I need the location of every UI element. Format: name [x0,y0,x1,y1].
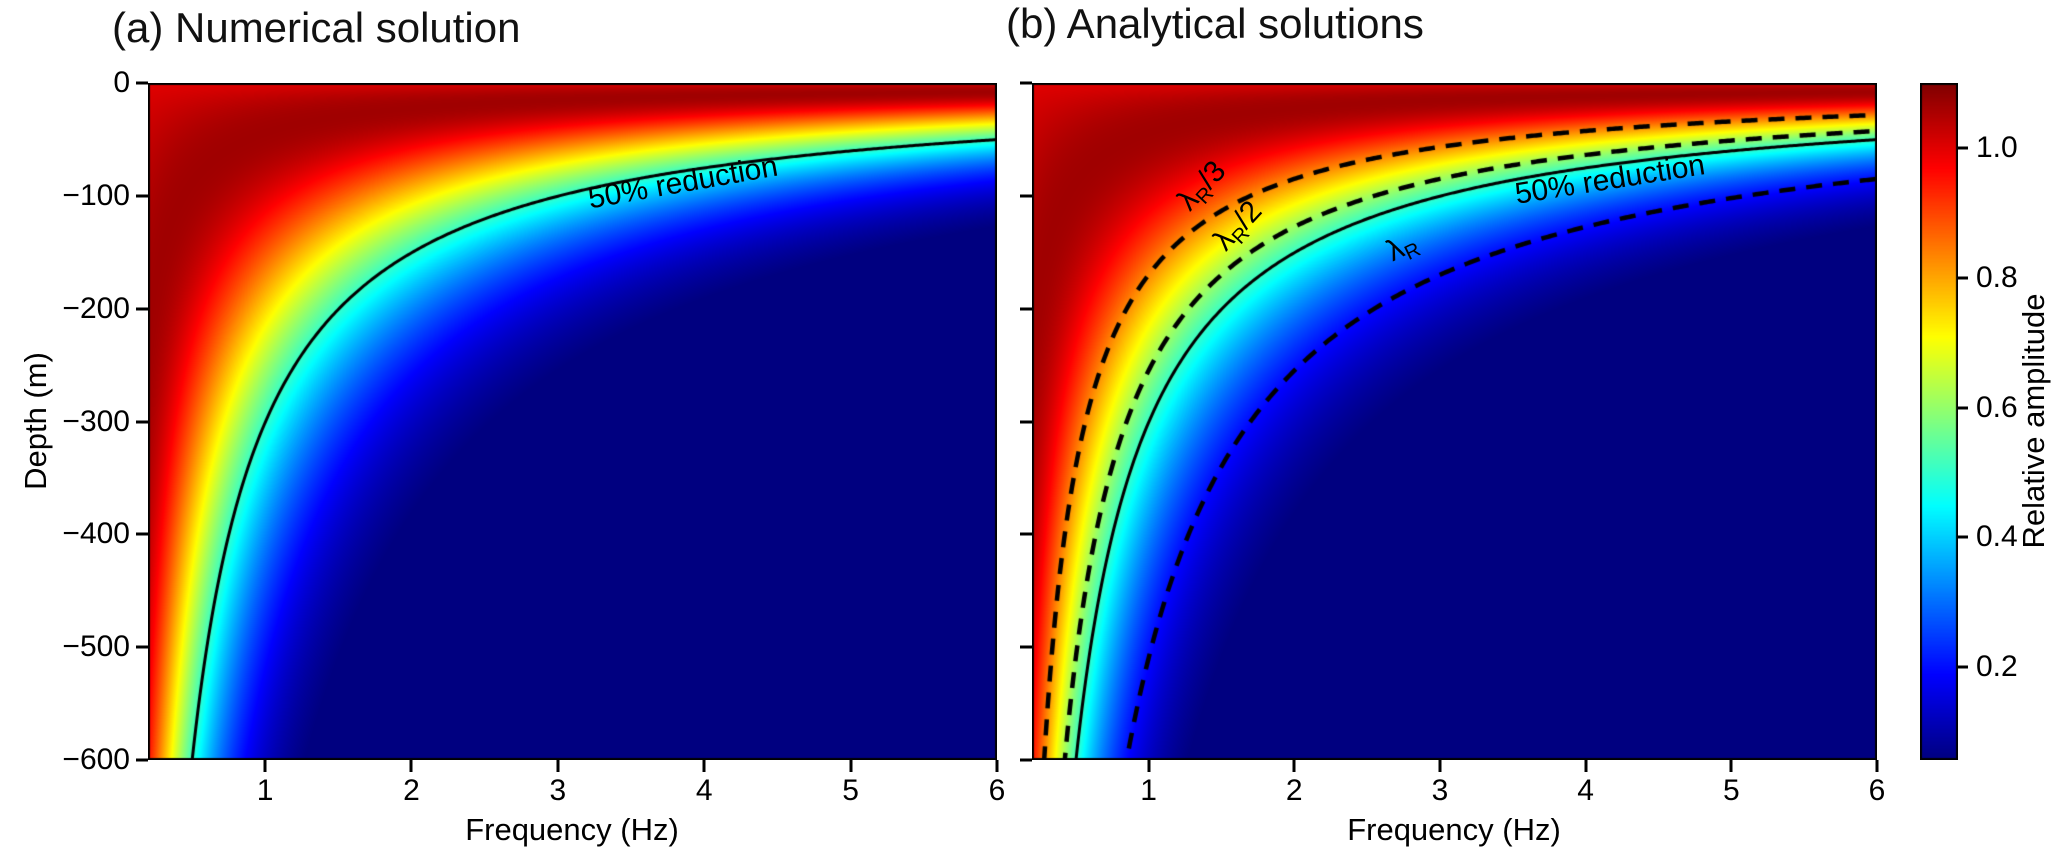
x-tick-label: 5 [1722,774,1740,807]
colorbar-tick-label: 0.6 [1976,390,2018,424]
colorbar-tick-mark [1958,665,1968,669]
colorbar-tick-mark [1958,535,1968,539]
colorbar-tick-label: 0.8 [1976,260,2018,294]
x-tick-mark [995,760,999,772]
y-tick-label: −100 [62,178,130,212]
y-tick-mark [136,194,148,198]
panel-a-xaxis-label: Frequency (Hz) [465,812,679,847]
x-tick-mark [1147,760,1151,772]
panel-b-title: (b) Analytical solutions [1006,0,1424,47]
colorbar [1920,83,1958,760]
x-tick-mark [702,760,706,772]
y-tick-mark [1020,758,1032,762]
x-tick-label: 6 [1868,774,1886,807]
x-tick-label: 4 [695,774,713,807]
x-tick-mark [263,760,267,772]
x-tick-label: 2 [403,774,420,807]
y-tick-label: −500 [62,630,130,664]
y-tick-mark [1020,194,1032,198]
x-tick-mark [1875,760,1879,772]
y-tick-mark [1020,532,1032,536]
y-tick-mark [136,420,148,423]
y-tick-mark [136,307,148,311]
panel-a-title: (a) Numerical solution [112,4,521,51]
colorbar-tick-label: 0.4 [1976,520,2018,554]
x-tick-mark [849,760,853,772]
y-tick-mark [1020,420,1032,423]
x-tick-mark [1438,760,1442,772]
y-tick-mark [136,532,148,536]
x-tick-mark [409,760,413,772]
y-tick-mark [136,645,148,649]
colorbar-tick-mark [1958,146,1968,150]
y-tick-mark [1020,645,1032,649]
x-tick-label: 1 [1140,774,1157,807]
y-tick-label: 0 [113,66,130,99]
x-tick-label: 3 [1431,774,1449,807]
panel-b-heatmap [1032,83,1877,760]
x-tick-mark [1729,760,1733,772]
colorbar-tick-mark [1958,406,1968,410]
x-tick-label: 2 [1285,774,1303,807]
x-tick-mark [1292,760,1296,772]
y-tick-mark [1020,307,1032,311]
panel-a-heatmap [148,83,997,760]
x-tick-mark [556,760,560,772]
x-tick-label: 6 [988,774,1006,807]
y-tick-mark [136,81,148,85]
y-tick-mark [1020,81,1032,85]
y-tick-label: −400 [62,517,130,551]
y-tick-mark [136,758,148,762]
x-tick-label: 4 [1577,774,1594,807]
panel-b-xaxis-label: Frequency (Hz) [1347,812,1561,847]
colorbar-tick-mark [1958,276,1968,280]
x-tick-mark [1584,760,1588,772]
y-tick-label: −600 [62,743,130,776]
colorbar-tick-label: 1.0 [1976,130,2018,164]
x-tick-label: 5 [842,774,859,807]
x-tick-label: 3 [549,774,567,807]
colorbar-label: Relative amplitude [2016,293,2051,549]
x-tick-label: 1 [256,774,274,807]
y-tick-label: −300 [62,404,130,438]
panel-a-yaxis-label: Depth (m) [18,352,53,490]
colorbar-tick-label: 0.2 [1976,650,2018,684]
y-tick-label: −200 [62,291,130,325]
